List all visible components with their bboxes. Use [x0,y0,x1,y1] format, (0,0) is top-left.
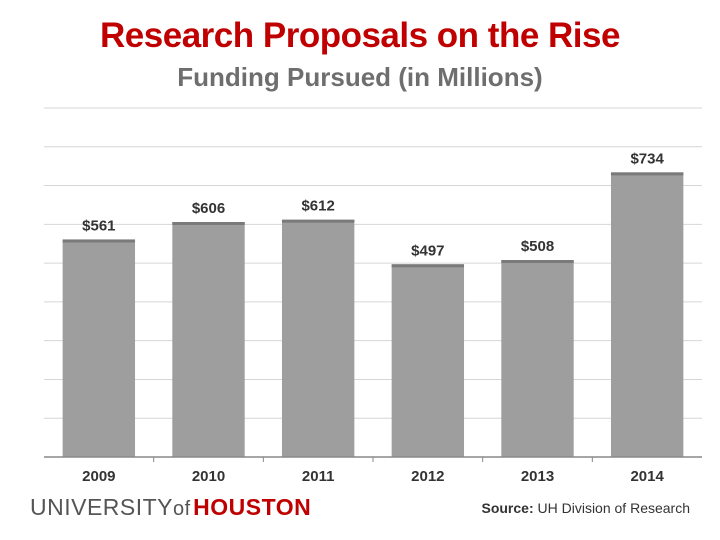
source-label: Source: [481,500,534,516]
data-labels: $561 $606 $612 $497 $508 $734 [82,150,664,259]
bar-top-2010 [172,222,245,226]
bar-2010 [172,222,245,457]
tick-label-2010: 2010 [192,468,225,485]
tick-label-2013: 2013 [521,468,554,485]
data-label-2010: $606 [192,200,225,217]
data-label-2011: $612 [301,198,334,215]
logo-university-text: UNIVERSITY [30,494,174,520]
chart-title: Research Proposals on the Rise [100,16,620,55]
bars [62,172,684,458]
source-note: Source: UH Division of Research [481,500,690,516]
bar-2012 [391,264,465,457]
bar-top-2009 [62,239,136,243]
university-logo: UNIVERSITYof HOUSTON [30,494,311,521]
data-label-2012: $497 [411,242,444,259]
chart-subtitle: Funding Pursued (in Millions) [177,62,543,92]
bar-top-2012 [391,264,465,268]
bar-top-2014 [610,172,684,176]
tick-label-2014: 2014 [630,468,664,485]
data-label-2014: $734 [630,150,664,167]
tick-label-2009: 2009 [82,468,115,485]
bar-top-2011 [281,219,355,223]
bar-2011 [281,219,355,457]
tick-label-2011: 2011 [302,468,335,485]
gridlines [44,107,702,419]
bar-2009 [62,239,136,457]
data-label-2013: $508 [521,238,554,255]
logo-of-text: of [173,498,191,520]
x-axis: 2009 2010 2011 2012 2013 2014 [44,456,702,485]
source-text: UH Division of Research [537,500,691,516]
logo-houston-text: HOUSTON [193,494,312,520]
bar-2014 [610,172,684,458]
tick-label-2012: 2012 [411,468,444,485]
data-label-2009: $561 [82,217,115,234]
bar-top-2013 [501,260,574,264]
bar-2013 [501,260,574,457]
